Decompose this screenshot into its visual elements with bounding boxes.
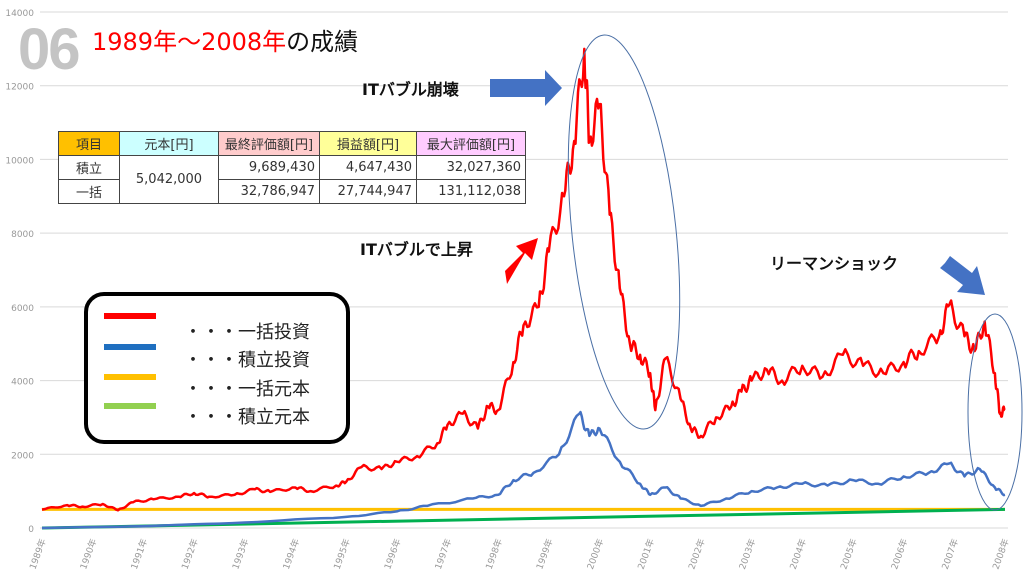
table-row: 一括 32,786,947 27,744,947 131,112,038 [58, 179, 526, 204]
annotation-lehman: リーマンショック [770, 254, 899, 273]
x-tick-label: 1997年 [432, 537, 454, 571]
profit-cell: 4,647,430 [319, 155, 417, 180]
x-tick-label: 1999年 [533, 537, 555, 571]
legend-swatch-lump [104, 313, 156, 319]
x-tick-label: 2008年 [990, 537, 1012, 571]
arrow-up-icon [505, 238, 538, 284]
header-principal: 元本[円] [119, 131, 219, 156]
y-tick-label: 4000 [11, 378, 34, 388]
row-label: 積立 [58, 155, 120, 180]
profit-cell: 27,744,947 [319, 179, 417, 204]
y-tick-label: 8000 [11, 230, 34, 240]
x-tick-label: 1995年 [331, 537, 353, 571]
x-tick-label: 2005年 [838, 537, 860, 571]
legend-swatch-dca [104, 344, 156, 350]
x-tick-label: 1996年 [381, 537, 403, 571]
header-profit: 損益額[円] [319, 131, 417, 156]
x-tick-label: 1990年 [77, 537, 99, 571]
annotation-it-rise: ITバブルで上昇 [360, 240, 473, 259]
legend-label: ・・・一括元本 [184, 379, 310, 400]
max-cell: 131,112,038 [416, 179, 526, 204]
x-tick-label: 2007年 [939, 537, 961, 571]
x-tick-label: 2000年 [584, 537, 606, 571]
final-cell: 9,689,430 [218, 155, 320, 180]
results-table: 項目 元本[円] 最終評価額[円] 損益額[円] 最大評価額[円] 積立 5,0… [58, 131, 526, 204]
x-tick-label: 1994年 [280, 537, 302, 571]
header-max: 最大評価額[円] [416, 131, 526, 156]
legend-label: ・・・積立投資 [184, 350, 310, 371]
max-cell: 32,027,360 [416, 155, 526, 180]
x-tick-label: 2002年 [686, 537, 708, 571]
table-row: 積立 5,042,000 9,689,430 4,647,430 32,027,… [58, 155, 526, 204]
series-line-1 [41, 47, 1006, 512]
x-tick-label: 1998年 [483, 537, 505, 571]
final-cell: 32,786,947 [218, 179, 320, 204]
legend: ・・・一括投資 ・・・積立投資 ・・・一括元本 ・・・積立元本 [84, 292, 350, 444]
x-tick-label: 2006年 [888, 537, 910, 571]
y-tick-label: 2000 [11, 451, 34, 461]
legend-label: ・・・積立元本 [184, 407, 310, 428]
arrow-down-right-icon [940, 256, 985, 295]
x-tick-label: 1991年 [128, 537, 150, 571]
y-tick-label: 10000 [5, 156, 34, 166]
legend-swatch-lump-principal [104, 374, 156, 380]
x-tick-label: 1993年 [229, 537, 251, 571]
row-label: 一括 [58, 179, 120, 204]
section-number: 06 [18, 17, 80, 82]
highlight-ellipse-lehman [967, 313, 1023, 511]
x-tick-label: 1989年 [27, 537, 49, 571]
series-line-2 [41, 410, 1006, 530]
x-tick-label: 2003年 [736, 537, 758, 571]
x-tick-label: 1992年 [179, 537, 201, 571]
annotation-it-crash: ITバブル崩壊 [362, 80, 459, 99]
y-tick-label: 14000 [5, 9, 34, 19]
page-title: 1989年～2008年の成績 [92, 22, 358, 57]
legend-swatch-dca-principal [104, 403, 156, 409]
x-tick-label: 2004年 [787, 537, 809, 571]
y-tick-label: 12000 [5, 83, 34, 93]
x-tick-label: 2001年 [635, 537, 657, 571]
title-period: 1989年～2008年 [92, 28, 287, 56]
arrow-right-icon [490, 70, 562, 106]
principal-cell: 5,042,000 [119, 155, 219, 204]
header-item: 項目 [58, 131, 120, 156]
legend-label: ・・・一括投資 [184, 322, 310, 343]
y-tick-label: 6000 [11, 304, 34, 314]
title-suffix: の成績 [286, 28, 359, 56]
y-tick-label: 0 [28, 525, 34, 535]
highlight-ellipse-it-bubble [567, 34, 681, 430]
header-final: 最終評価額[円] [218, 131, 320, 156]
